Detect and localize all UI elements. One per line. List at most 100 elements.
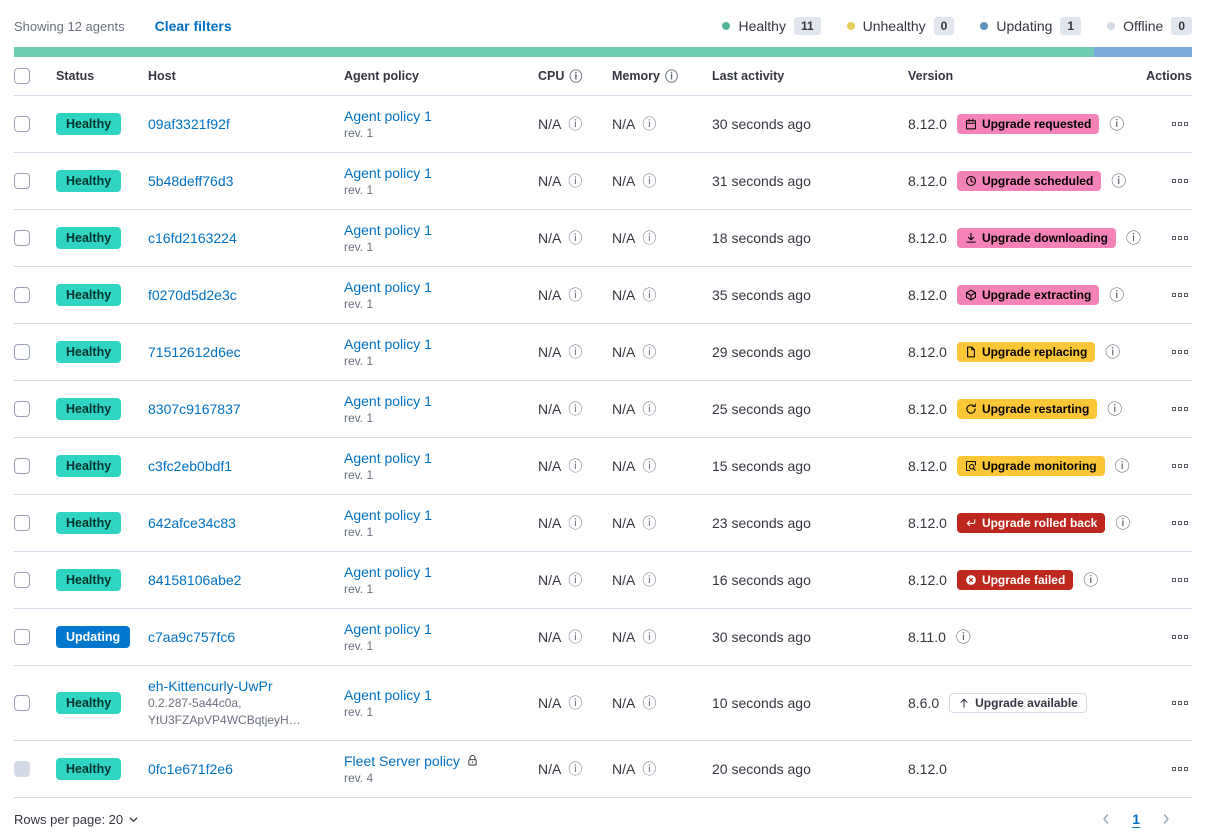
row-checkbox[interactable]	[14, 572, 30, 588]
policy-link[interactable]: Fleet Server policy	[344, 752, 460, 769]
memory-info-icon[interactable]	[642, 402, 656, 416]
cpu-info-icon[interactable]	[568, 696, 582, 710]
host-link[interactable]: 09af3321f92f	[148, 116, 230, 132]
policy-link[interactable]: Agent policy 1	[344, 221, 432, 238]
row-actions-button[interactable]	[1168, 631, 1192, 643]
memory-info-icon[interactable]	[642, 174, 656, 188]
health-bar-healthy-segment	[14, 47, 1094, 57]
row-checkbox[interactable]	[14, 629, 30, 645]
memory-info-icon[interactable]	[642, 762, 656, 776]
policy-link[interactable]: Agent policy 1	[344, 107, 432, 124]
host-link[interactable]: 0fc1e671f2e6	[148, 761, 233, 777]
cpu-info-icon[interactable]	[568, 762, 582, 776]
row-checkbox[interactable]	[14, 458, 30, 474]
policy-link[interactable]: Agent policy 1	[344, 335, 432, 352]
column-memory: Memory	[612, 69, 712, 83]
row-actions-button[interactable]	[1168, 697, 1192, 709]
cpu-info-icon[interactable]	[568, 117, 582, 131]
cpu-info-icon[interactable]	[568, 345, 582, 359]
upgrade-info-icon[interactable]	[1115, 459, 1130, 474]
upgrade-info-icon[interactable]	[1109, 117, 1124, 132]
memory-value: N/A	[612, 344, 636, 360]
host-link[interactable]: 71512612d6ec	[148, 344, 241, 360]
host-link[interactable]: c3fc2eb0bdf1	[148, 458, 233, 474]
host-link[interactable]: c16fd2163224	[148, 230, 237, 246]
memory-info-icon[interactable]	[642, 345, 656, 359]
row-checkbox[interactable]	[14, 173, 30, 189]
select-all-checkbox[interactable]	[14, 68, 30, 84]
policy-link[interactable]: Agent policy 1	[344, 563, 432, 580]
page-number-1[interactable]: 1	[1132, 811, 1140, 827]
memory-value: N/A	[612, 173, 636, 189]
row-checkbox[interactable]	[14, 287, 30, 303]
next-page-button[interactable]	[1160, 813, 1172, 825]
policy-link[interactable]: Agent policy 1	[344, 686, 432, 703]
row-actions-button[interactable]	[1168, 517, 1192, 529]
cpu-info-icon[interactable]	[568, 402, 582, 416]
row-actions-button[interactable]	[1168, 403, 1192, 415]
row-checkbox[interactable]	[14, 695, 30, 711]
host-link[interactable]: f0270d5d2e3c	[148, 287, 237, 303]
version-value: 8.12.0	[908, 515, 947, 531]
memory-info-icon[interactable]	[665, 70, 678, 83]
upgrade-info-icon[interactable]	[1083, 573, 1098, 588]
row-actions-button[interactable]	[1168, 289, 1192, 301]
row-actions-button[interactable]	[1168, 460, 1192, 472]
upgrade-info-icon[interactable]	[1109, 288, 1124, 303]
version-info-icon[interactable]	[956, 630, 971, 645]
row-actions-button[interactable]	[1168, 232, 1192, 244]
cpu-info-icon[interactable]	[568, 231, 582, 245]
row-actions-button[interactable]	[1168, 763, 1192, 775]
policy-link[interactable]: Agent policy 1	[344, 164, 432, 181]
previous-page-button[interactable]	[1100, 813, 1112, 825]
clear-filters-link[interactable]: Clear filters	[154, 18, 232, 34]
host-link[interactable]: eh-Kittencurly-UwPr	[148, 678, 273, 694]
memory-info-icon[interactable]	[642, 516, 656, 530]
cpu-info-icon[interactable]	[568, 573, 582, 587]
status-badge: Healthy	[56, 227, 122, 249]
row-checkbox[interactable]	[14, 230, 30, 246]
row-checkbox[interactable]	[14, 401, 30, 417]
upgrade-info-icon[interactable]	[1111, 174, 1126, 189]
cpu-info-icon[interactable]	[568, 459, 582, 473]
row-checkbox[interactable]	[14, 116, 30, 132]
legend-item-healthy: Healthy 11	[722, 17, 821, 35]
policy-link[interactable]: Agent policy 1	[344, 620, 432, 637]
cpu-info-icon[interactable]	[568, 516, 582, 530]
upgrade-info-icon[interactable]	[1115, 516, 1130, 531]
memory-value: N/A	[612, 761, 636, 777]
row-actions-button[interactable]	[1168, 118, 1192, 130]
host-link[interactable]: 8307c9167837	[148, 401, 241, 417]
cpu-value: N/A	[538, 230, 562, 246]
rows-per-page-button[interactable]: Rows per page: 20	[14, 812, 139, 827]
upgrade-info-icon[interactable]	[1126, 231, 1141, 246]
host-link[interactable]: c7aa9c757fc6	[148, 629, 236, 645]
table-row: Healthy 71512612d6ec Agent policy 1 rev. …	[14, 324, 1192, 381]
memory-info-icon[interactable]	[642, 459, 656, 473]
host-link[interactable]: 642afce34c83	[148, 515, 236, 531]
row-actions-button[interactable]	[1168, 346, 1192, 358]
version-value: 8.12.0	[908, 344, 947, 360]
memory-info-icon[interactable]	[642, 630, 656, 644]
policy-link[interactable]: Agent policy 1	[344, 392, 432, 409]
upgrade-info-icon[interactable]	[1107, 402, 1122, 417]
cpu-info-icon[interactable]	[568, 630, 582, 644]
memory-info-icon[interactable]	[642, 573, 656, 587]
memory-info-icon[interactable]	[642, 288, 656, 302]
memory-info-icon[interactable]	[642, 231, 656, 245]
cpu-info-icon[interactable]	[569, 70, 582, 83]
host-link[interactable]: 84158106abe2	[148, 572, 242, 588]
host-link[interactable]: 5b48deff76d3	[148, 173, 234, 189]
policy-link[interactable]: Agent policy 1	[344, 506, 432, 523]
memory-info-icon[interactable]	[642, 696, 656, 710]
row-checkbox[interactable]	[14, 515, 30, 531]
policy-link[interactable]: Agent policy 1	[344, 449, 432, 466]
memory-info-icon[interactable]	[642, 117, 656, 131]
policy-link[interactable]: Agent policy 1	[344, 278, 432, 295]
row-actions-button[interactable]	[1168, 574, 1192, 586]
cpu-info-icon[interactable]	[568, 288, 582, 302]
row-actions-button[interactable]	[1168, 175, 1192, 187]
row-checkbox[interactable]	[14, 344, 30, 360]
cpu-info-icon[interactable]	[568, 174, 582, 188]
upgrade-info-icon[interactable]	[1105, 345, 1120, 360]
